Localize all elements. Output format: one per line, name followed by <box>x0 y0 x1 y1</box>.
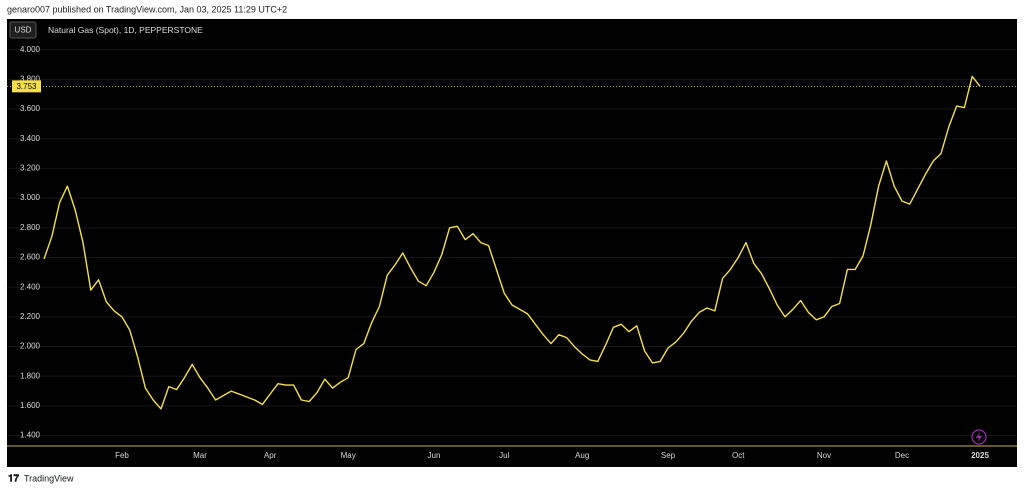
footer-brand: TradingView <box>24 473 74 483</box>
y-tick-label: 3.800 <box>20 74 41 83</box>
x-tick-label: 2025 <box>971 451 989 460</box>
currency-label[interactable]: USD <box>15 26 32 35</box>
y-tick-label: 4.000 <box>20 45 41 54</box>
logo-mark: 𝟏𝟕 <box>8 474 20 485</box>
y-tick-label: 2.000 <box>20 342 41 351</box>
alert-bolt <box>976 432 982 442</box>
series-title: Natural Gas (Spot), 1D, PEPPERSTONE <box>48 25 203 35</box>
x-tick-label: Sep <box>661 451 676 460</box>
y-tick-label: 2.400 <box>20 282 41 291</box>
y-tick-label: 1.400 <box>20 431 41 440</box>
currency-button[interactable] <box>9 21 37 39</box>
chart-panel <box>7 19 1017 467</box>
x-tick-label: Jul <box>499 451 509 460</box>
y-tick-label: 3.400 <box>20 134 41 143</box>
x-tick-label: Aug <box>575 451 589 460</box>
y-tick-label: 3.600 <box>20 104 41 113</box>
y-tick-label: 2.800 <box>20 223 41 232</box>
y-tick-label: 3.200 <box>20 164 41 173</box>
x-tick-label: Apr <box>264 451 277 460</box>
x-tick-label: Mar <box>193 451 207 460</box>
x-tick-label: Oct <box>732 451 745 460</box>
x-tick-label: Dec <box>895 451 909 460</box>
x-tick-label: May <box>341 451 356 460</box>
attribution: genaro007 published on TradingView.com, … <box>7 4 287 14</box>
y-tick-label: 1.600 <box>20 401 41 410</box>
alert-icon[interactable] <box>971 429 987 445</box>
last-price-box <box>12 80 41 93</box>
y-tick-label: 3.000 <box>20 193 41 202</box>
x-tick-label: Nov <box>817 451 831 460</box>
y-tick-label: 1.800 <box>20 371 41 380</box>
last-price-label: 3.753 <box>16 82 37 91</box>
x-tick-label: Feb <box>115 451 129 460</box>
x-tick-label: Jun <box>428 451 441 460</box>
y-tick-label: 2.200 <box>20 312 41 321</box>
y-tick-label: 2.600 <box>20 253 41 262</box>
price-line <box>43 75 981 410</box>
